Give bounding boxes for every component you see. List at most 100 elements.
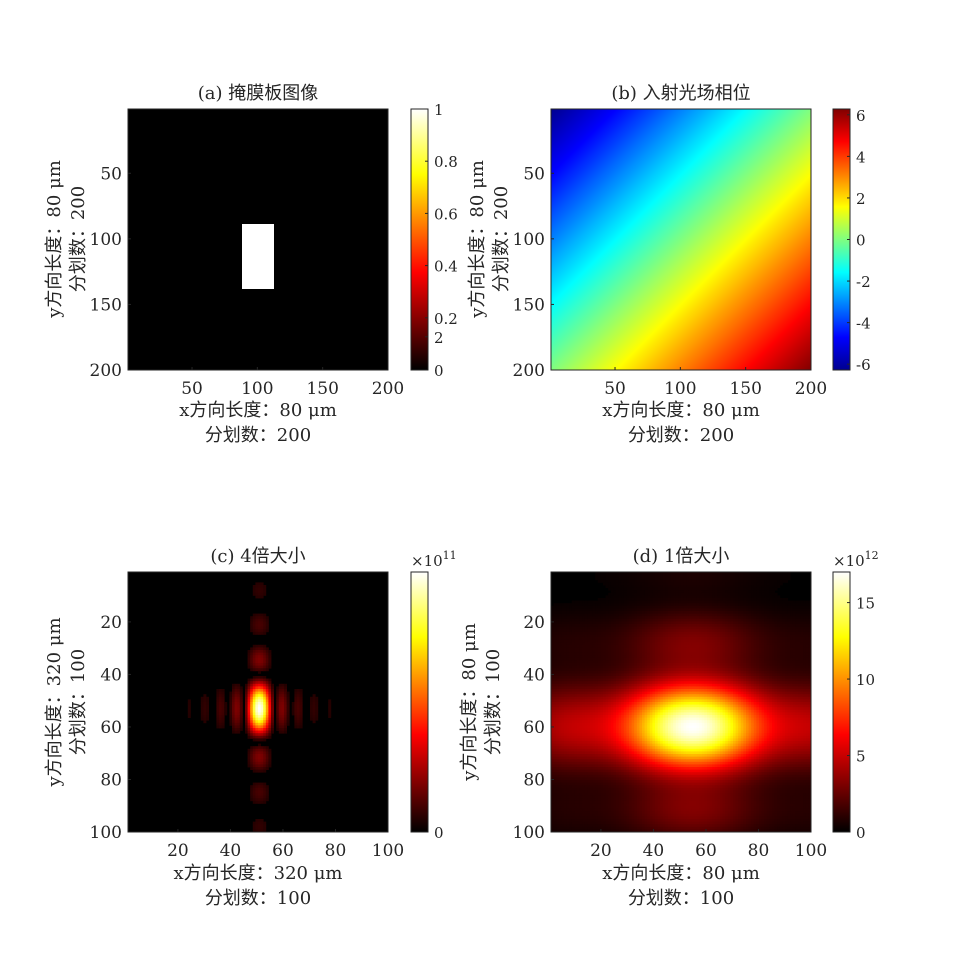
panel-d-heatmap-cell: [626, 655, 630, 659]
panel-d-heatmap-cell: [613, 730, 617, 734]
panel-d-heatmap-cell: [605, 663, 609, 666]
panel-d-heatmap-cell: [587, 780, 591, 783]
panel-d-heatmap-cell: [590, 746, 593, 750]
panel-d-heatmap-cell: [592, 611, 596, 614]
panel-c-axes-frame: [127, 571, 389, 833]
panel-d-heatmap-cell: [595, 751, 599, 755]
panel-d-heatmap-cell: [603, 782, 606, 786]
panel-d-heatmap-cell: [623, 629, 627, 633]
panel-c-heatmap-cell: [239, 728, 243, 731]
panel-d-heatmap-cell: [631, 631, 635, 635]
panel-c-heatmap-cell: [245, 691, 248, 695]
panel-d-heatmap-cell: [652, 637, 656, 640]
panel-d-heatmap-cell: [558, 689, 562, 692]
panel-d-heatmap-cell: [584, 629, 588, 633]
panel-d-heatmap-cell: [571, 743, 575, 747]
panel-c-heatmap-cell: [260, 759, 264, 763]
panel-d-heatmap-cell: [655, 743, 658, 747]
panel-c-heatmap-cell: [260, 798, 264, 802]
panel-c-heatmap-cell: [260, 733, 264, 737]
panel-d-heatmap-cell: [584, 819, 588, 822]
panel-d-heatmap-cell: [600, 665, 604, 669]
panel-d-heatmap-cell: [605, 751, 609, 755]
panel-d-heatmap-cell: [616, 813, 619, 817]
panel-d-heatmap-cell: [603, 780, 606, 783]
panel-d-heatmap-cell: [590, 634, 593, 638]
panel-d-heatmap-cell: [603, 813, 606, 817]
panel-d-heatmap-cell: [556, 650, 560, 653]
panel-c-heatmap-cell: [260, 595, 264, 599]
panel-d-heatmap-cell: [618, 600, 622, 604]
panel-c-heatmap-cell: [219, 707, 222, 711]
panel-d-heatmap-cell: [647, 725, 651, 729]
panel-d-heatmap-cell: [621, 777, 625, 781]
panel-d-heatmap-cell: [605, 616, 609, 620]
panel-c-heatmap-cell: [237, 728, 241, 731]
panel-d-heatmap-cell: [566, 631, 570, 635]
panel-d-heatmap-cell: [605, 650, 609, 653]
panel-d-heatmap-cell: [579, 738, 583, 742]
panel-c-heatmap-cell: [260, 707, 264, 711]
panel-d-heatmap-cell: [558, 793, 562, 796]
panel-d-heatmap-cell: [629, 579, 632, 583]
panel-d-heatmap-cell: [582, 764, 586, 768]
panel-d-heatmap-cell: [613, 639, 617, 643]
panel-d-heatmap-cell: [600, 777, 604, 781]
panel-d-heatmap-cell: [561, 655, 565, 659]
panel-d-heatmap-cell: [649, 821, 653, 825]
panel-d-heatmap-cell: [649, 730, 653, 734]
panel-c-x-tick-label: 100: [372, 841, 404, 861]
panel-c-heatmap-cell: [265, 785, 269, 789]
panel-c-heatmap-cell: [263, 787, 267, 791]
panel-d-heatmap-cell: [574, 808, 578, 812]
panel-c-heatmap-cell: [260, 665, 264, 669]
panel-d-heatmap-cell: [616, 668, 619, 672]
panel-d-heatmap-cell: [579, 787, 583, 791]
panel-d-heatmap-cell: [639, 678, 643, 682]
panel-d-heatmap-cell: [561, 754, 565, 757]
panel-c-heatmap-cell: [294, 707, 298, 711]
panel-d-heatmap-cell: [649, 600, 653, 604]
panel-d-heatmap-cell: [652, 772, 656, 776]
panel-d-heatmap-cell: [647, 668, 651, 672]
panel-d-heatmap-cell: [584, 608, 588, 612]
panel-d-heatmap-cell: [655, 741, 658, 744]
panel-d-heatmap-cell: [608, 813, 612, 817]
panel-d-heatmap-cell: [587, 751, 591, 755]
panel-d-heatmap-cell: [605, 717, 609, 721]
panel-d-heatmap-cell: [579, 829, 583, 833]
panel-d-heatmap-cell: [623, 722, 627, 726]
panel-d-heatmap-cell: [626, 634, 630, 638]
panel-d-heatmap-cell: [605, 790, 609, 794]
panel-d-heatmap-cell: [595, 618, 599, 622]
panel-d-heatmap-cell: [647, 644, 651, 648]
panel-d-heatmap-cell: [621, 652, 625, 656]
panel-d-heatmap-cell: [561, 774, 565, 778]
panel-c-heatmap-cell: [252, 590, 256, 594]
panel-d-heatmap-cell: [558, 772, 562, 776]
panel-d-heatmap-cell: [551, 670, 554, 674]
panel-c-heatmap-cell: [260, 650, 264, 653]
panel-c-heatmap-cell: [263, 704, 267, 708]
panel-c-heatmap-cell: [252, 694, 256, 698]
panel-c-heatmap-cell: [294, 694, 298, 698]
panel-d-heatmap-cell: [636, 717, 640, 721]
panel-c-heatmap-cell: [247, 754, 251, 757]
panel-d-heatmap-cell: [652, 819, 656, 822]
panel-d-heatmap-cell: [642, 603, 645, 607]
panel-d-heatmap-cell: [566, 681, 570, 685]
panel-d-heatmap-cell: [574, 600, 578, 604]
panel-d-heatmap-cell: [571, 678, 575, 682]
panel-c-heatmap-cell: [252, 699, 256, 703]
panel-d-heatmap-cell: [556, 608, 560, 612]
panel-d-heatmap-cell: [597, 709, 601, 713]
panel-d-heatmap-cell: [592, 793, 596, 796]
panel-d-heatmap-cell: [597, 751, 601, 755]
panel-d-heatmap-cell: [647, 808, 651, 812]
panel-c-heatmap-cell: [252, 655, 256, 659]
panel-d-heatmap-cell: [642, 806, 645, 809]
panel-d-heatmap-cell: [608, 764, 612, 768]
panel-d-heatmap-cell: [629, 735, 632, 739]
panel-d-heatmap-cell: [618, 676, 622, 679]
panel-d-heatmap-cell: [629, 754, 632, 757]
